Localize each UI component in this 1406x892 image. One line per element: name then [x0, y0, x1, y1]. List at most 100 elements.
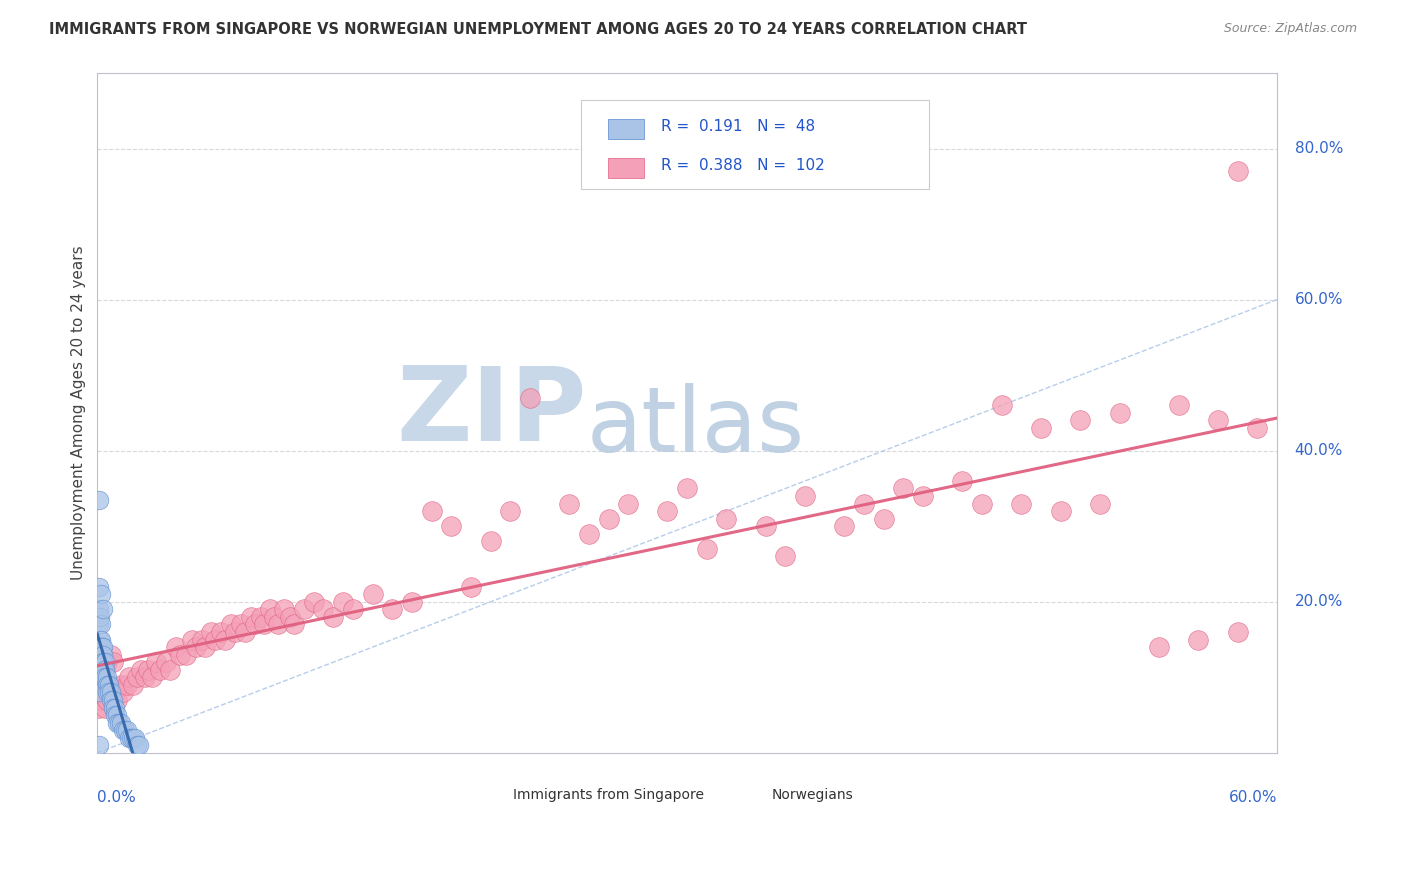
- Text: IMMIGRANTS FROM SINGAPORE VS NORWEGIAN UNEMPLOYMENT AMONG AGES 20 TO 24 YEARS CO: IMMIGRANTS FROM SINGAPORE VS NORWEGIAN U…: [49, 22, 1028, 37]
- Point: [149, 663, 172, 677]
- Point: [696, 541, 718, 556]
- Point: [90, 587, 112, 601]
- Point: [1226, 164, 1249, 178]
- Point: [893, 482, 915, 496]
- Point: [94, 663, 117, 677]
- Point: [87, 685, 110, 699]
- Point: [100, 648, 122, 662]
- Point: [598, 511, 620, 525]
- Point: [332, 595, 354, 609]
- Point: [115, 678, 138, 692]
- Point: [90, 693, 112, 707]
- Point: [110, 678, 132, 692]
- Point: [1167, 398, 1189, 412]
- Point: [499, 504, 522, 518]
- Point: [200, 625, 222, 640]
- Point: [169, 648, 191, 662]
- Point: [110, 715, 132, 730]
- Point: [114, 723, 136, 738]
- Point: [91, 655, 114, 669]
- Point: [229, 617, 252, 632]
- Point: [90, 640, 112, 654]
- Point: [853, 497, 876, 511]
- Point: [180, 632, 202, 647]
- Point: [184, 640, 207, 654]
- Point: [302, 595, 325, 609]
- Point: [1088, 497, 1111, 511]
- Point: [361, 587, 384, 601]
- Point: [94, 655, 117, 669]
- Point: [283, 617, 305, 632]
- Point: [100, 678, 122, 692]
- Point: [1069, 413, 1091, 427]
- Point: [94, 700, 117, 714]
- Point: [125, 670, 148, 684]
- Point: [214, 632, 236, 647]
- Text: 0.0%: 0.0%: [97, 790, 136, 805]
- Text: R =  0.388   N =  102: R = 0.388 N = 102: [661, 158, 825, 173]
- Point: [312, 602, 335, 616]
- Point: [676, 482, 699, 496]
- Point: [91, 655, 114, 669]
- Point: [794, 489, 817, 503]
- Point: [91, 648, 114, 662]
- Point: [104, 685, 127, 699]
- Text: Norwegians: Norwegians: [772, 788, 853, 802]
- Point: [401, 595, 423, 609]
- Point: [89, 602, 111, 616]
- Point: [224, 625, 246, 640]
- Point: [219, 617, 242, 632]
- Point: [121, 731, 143, 745]
- Point: [755, 519, 778, 533]
- Point: [253, 617, 276, 632]
- Point: [90, 648, 112, 662]
- Point: [91, 663, 114, 677]
- Point: [342, 602, 364, 616]
- Point: [440, 519, 463, 533]
- Point: [96, 693, 118, 707]
- Point: [101, 700, 124, 714]
- Point: [912, 489, 935, 503]
- Point: [124, 731, 146, 745]
- Point: [990, 398, 1012, 412]
- Point: [716, 511, 738, 525]
- Point: [89, 632, 111, 647]
- Point: [96, 685, 118, 699]
- Point: [108, 715, 131, 730]
- Point: [1029, 421, 1052, 435]
- Point: [950, 474, 973, 488]
- Point: [292, 602, 315, 616]
- Point: [1010, 497, 1032, 511]
- Text: R =  0.191   N =  48: R = 0.191 N = 48: [661, 119, 815, 134]
- Point: [174, 648, 197, 662]
- FancyBboxPatch shape: [609, 158, 644, 178]
- Point: [111, 723, 134, 738]
- Point: [104, 708, 127, 723]
- Point: [94, 670, 117, 684]
- Point: [91, 685, 114, 699]
- Point: [89, 700, 111, 714]
- Point: [101, 655, 124, 669]
- Point: [100, 693, 122, 707]
- Point: [519, 391, 541, 405]
- Point: [111, 685, 134, 699]
- Point: [101, 693, 124, 707]
- Text: 80.0%: 80.0%: [1295, 141, 1343, 156]
- Point: [657, 504, 679, 518]
- Point: [96, 655, 118, 669]
- Point: [129, 663, 152, 677]
- Point: [138, 663, 160, 677]
- Text: 40.0%: 40.0%: [1295, 443, 1343, 458]
- Point: [145, 655, 167, 669]
- FancyBboxPatch shape: [581, 100, 929, 188]
- Point: [460, 580, 482, 594]
- Point: [834, 519, 856, 533]
- Text: atlas: atlas: [586, 383, 806, 470]
- Point: [96, 678, 118, 692]
- Point: [90, 617, 112, 632]
- Point: [970, 497, 993, 511]
- Point: [89, 617, 111, 632]
- FancyBboxPatch shape: [609, 119, 644, 139]
- Point: [617, 497, 640, 511]
- Point: [159, 663, 181, 677]
